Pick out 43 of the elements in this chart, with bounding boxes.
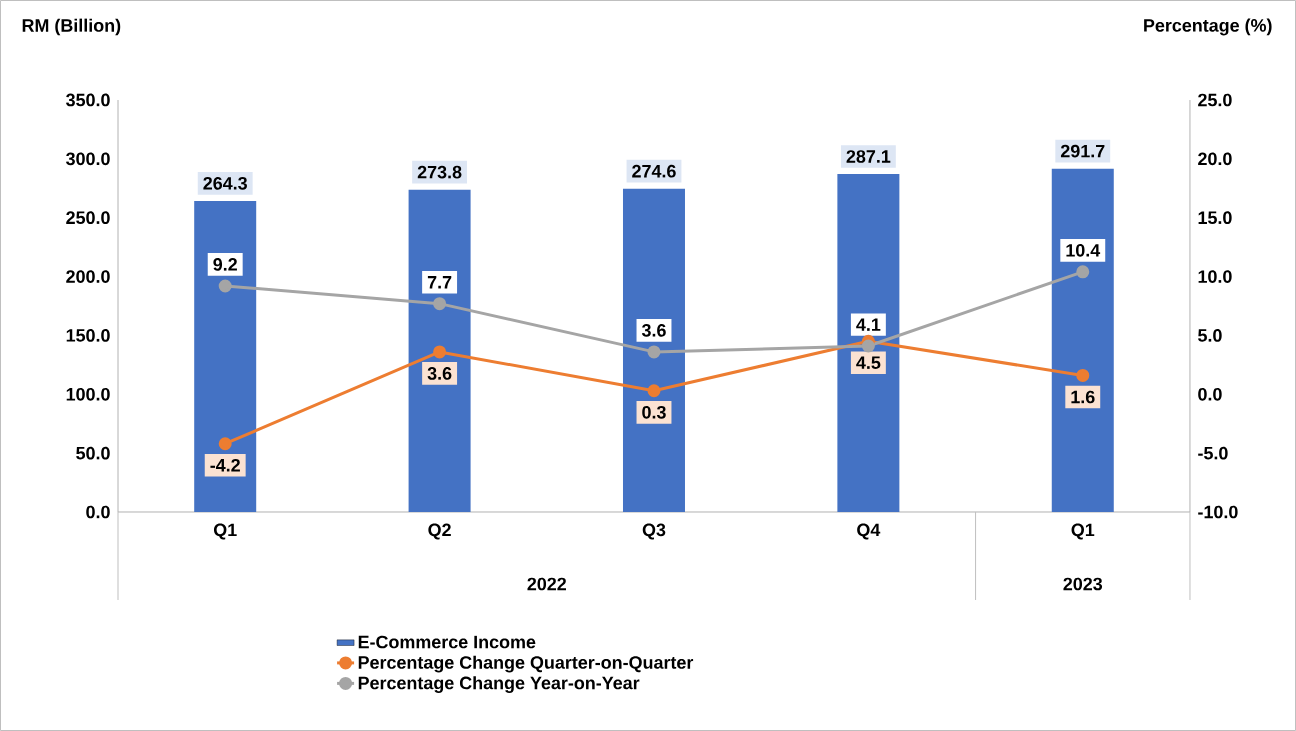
y-tick-label: 350.0 — [66, 93, 110, 107]
y2-axis-title: Percentage (%) — [1144, 18, 1272, 36]
data-label: 273.8 — [417, 165, 462, 179]
y-tick-label: 100.0 — [66, 387, 110, 401]
legend-label: Percentage Change Year-on-Year — [358, 676, 640, 693]
y-tick-label: 250.0 — [66, 211, 110, 225]
y2-tick-label: 10.0 — [1198, 270, 1232, 283]
data-label: 4.1 — [856, 318, 881, 331]
x-tick-label: Q3 — [642, 523, 666, 540]
data-label: 264.3 — [203, 176, 247, 190]
data-label: 9.2 — [213, 258, 237, 271]
data-label: 287.1 — [846, 150, 891, 163]
y2-tick-label: -5.0 — [1198, 446, 1228, 460]
text: 2022 — [527, 577, 566, 591]
x-tick-label: Q1 — [1071, 523, 1095, 540]
legend-label: Percentage Change Quarter-on-Quarter — [358, 655, 694, 673]
y-tick-label: 200.0 — [66, 270, 110, 283]
x-tick-label: Q4 — [857, 523, 881, 540]
data-label: -4.2 — [210, 458, 240, 472]
x-tick-label: Q1 — [213, 523, 237, 540]
y-tick-label: 50.0 — [76, 446, 110, 460]
x-tick-label: Q2 — [428, 523, 451, 540]
data-label: 3.6 — [641, 323, 666, 337]
y2-tick-label: 20.0 — [1198, 152, 1232, 166]
data-label: 0.3 — [642, 405, 666, 419]
y2-tick-label: 15.0 — [1198, 211, 1232, 225]
y-axis-title: RM (Billion) — [22, 18, 121, 36]
y2-tick-label: 5.0 — [1198, 329, 1222, 342]
legend-label: E-Commerce Income — [358, 635, 536, 649]
y2-tick-label: -10.0 — [1198, 505, 1238, 519]
text: 2023 — [1063, 577, 1103, 591]
y-tick-label: 0.0 — [86, 505, 110, 519]
y-tick-label: 300.0 — [66, 152, 110, 166]
data-label: 291.7 — [1060, 144, 1105, 158]
y2-tick-label: 25.0 — [1198, 93, 1232, 107]
y-tick-label: 150.0 — [66, 329, 110, 342]
data-label: 3.6 — [427, 367, 452, 380]
data-label: 1.6 — [1071, 390, 1095, 404]
data-label: 274.6 — [632, 164, 676, 178]
y2-tick-label: 0.0 — [1198, 387, 1222, 401]
data-label: 7.7 — [427, 276, 452, 289]
data-label: 10.4 — [1066, 243, 1101, 257]
data-label: 4.5 — [856, 356, 881, 370]
